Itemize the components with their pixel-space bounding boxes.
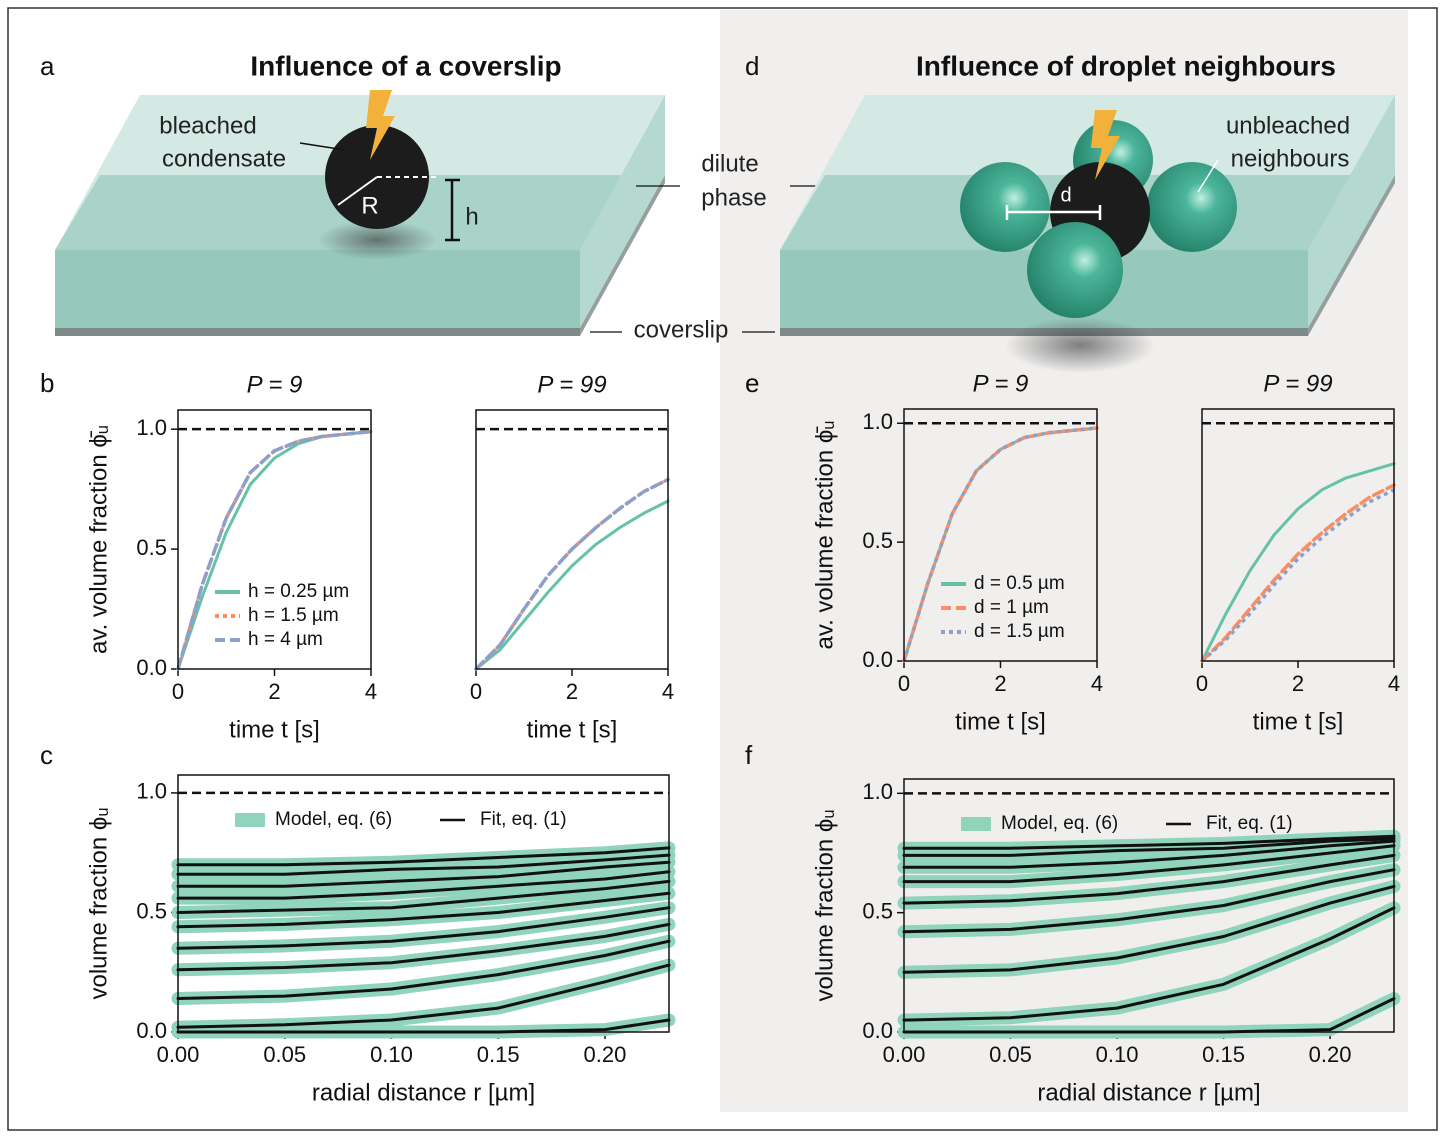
illustration-label: coverslip bbox=[634, 316, 729, 343]
x-axis-label: radial distance r [µm] bbox=[312, 1079, 535, 1106]
chart-title: P = 99 bbox=[1263, 370, 1332, 397]
legend-label: Fit, eq. (1) bbox=[480, 809, 567, 830]
illustration-label: dilute bbox=[701, 150, 758, 177]
illustration-label: phase bbox=[701, 184, 766, 211]
illustration-label: h bbox=[465, 203, 478, 230]
legend-label: Fit, eq. (1) bbox=[1206, 813, 1293, 834]
y-axis-label: volume fraction ϕᵤ bbox=[811, 809, 838, 1001]
y-tick-label: 0.5 bbox=[136, 535, 167, 560]
x-tick-label: 4 bbox=[1091, 671, 1103, 696]
x-tick-label: 0 bbox=[898, 671, 910, 696]
y-tick-label: 0.0 bbox=[136, 1018, 167, 1043]
y-tick-label: 0.5 bbox=[862, 898, 893, 923]
legend-label: Model, eq. (6) bbox=[275, 809, 392, 830]
chart-title: P = 9 bbox=[247, 371, 303, 398]
x-tick-label: 0 bbox=[1196, 671, 1208, 696]
x-tick-label: 2 bbox=[1292, 671, 1304, 696]
legend-swatch bbox=[235, 813, 265, 827]
panel-label: d bbox=[745, 51, 759, 81]
series-line bbox=[476, 480, 668, 670]
x-axis-label: time t [s] bbox=[229, 716, 320, 743]
legend-label: d = 1.5 µm bbox=[974, 621, 1065, 642]
illustration-label: condensate bbox=[162, 145, 286, 172]
y-tick-label: 0.5 bbox=[136, 898, 167, 923]
y-tick-label: 0.5 bbox=[862, 528, 893, 553]
panel-title: Influence of a coverslip bbox=[250, 50, 561, 81]
panel-label: f bbox=[745, 740, 753, 770]
y-tick-label: 0.0 bbox=[862, 647, 893, 672]
x-tick-label: 0.05 bbox=[263, 1042, 306, 1067]
figure: bleached condensate R h dilute phase cov… bbox=[0, 0, 1445, 1138]
panel-label: b bbox=[40, 368, 54, 398]
illustration-label: neighbours bbox=[1231, 145, 1350, 172]
y-tick-label: 1.0 bbox=[862, 409, 893, 434]
series-line bbox=[476, 501, 668, 669]
x-tick-label: 0.10 bbox=[370, 1042, 413, 1067]
plot-frame bbox=[476, 410, 668, 669]
x-axis-label: time t [s] bbox=[527, 716, 618, 743]
x-tick-label: 0.00 bbox=[157, 1042, 200, 1067]
panel-title: Influence of droplet neighbours bbox=[916, 50, 1336, 81]
x-axis-label: time t [s] bbox=[1253, 708, 1344, 735]
y-tick-label: 1.0 bbox=[862, 779, 893, 804]
y-tick-label: 0.0 bbox=[136, 655, 167, 680]
y-tick-label: 1.0 bbox=[136, 779, 167, 804]
legend-swatch bbox=[961, 817, 991, 831]
x-tick-label: 4 bbox=[365, 679, 377, 704]
legend-label: Model, eq. (6) bbox=[1001, 813, 1118, 834]
x-tick-label: 2 bbox=[268, 679, 280, 704]
x-axis-label: time t [s] bbox=[955, 708, 1046, 735]
x-tick-label: 0.05 bbox=[989, 1042, 1032, 1067]
legend-label: h = 0.25 µm bbox=[248, 581, 349, 602]
legend-label: h = 4 µm bbox=[248, 629, 323, 650]
y-tick-label: 0.0 bbox=[862, 1018, 893, 1043]
panel-label: a bbox=[40, 51, 55, 81]
illustration-label: unbleached bbox=[1226, 112, 1350, 139]
x-tick-label: 0.20 bbox=[584, 1042, 627, 1067]
x-tick-label: 0 bbox=[470, 679, 482, 704]
illustration-label: bleached bbox=[159, 112, 256, 139]
x-tick-label: 0.15 bbox=[1202, 1042, 1245, 1067]
x-tick-label: 4 bbox=[1388, 671, 1400, 696]
chart-title: P = 99 bbox=[537, 371, 606, 398]
illustration-d: unbleached neighbours d bbox=[780, 95, 1395, 373]
x-tick-label: 4 bbox=[662, 679, 674, 704]
x-tick-label: 0.20 bbox=[1309, 1042, 1352, 1067]
y-axis-label: volume fraction ϕᵤ bbox=[85, 807, 112, 999]
panel-label: c bbox=[40, 740, 53, 770]
illustration-a: bleached condensate R h bbox=[55, 90, 665, 336]
x-tick-label: 0.15 bbox=[477, 1042, 520, 1067]
x-axis-label: radial distance r [µm] bbox=[1037, 1079, 1260, 1106]
x-tick-label: 0.10 bbox=[1096, 1042, 1139, 1067]
y-axis-label: av. volume fraction ϕ̄ᵤ bbox=[811, 421, 838, 650]
x-tick-label: 2 bbox=[994, 671, 1006, 696]
x-tick-label: 2 bbox=[566, 679, 578, 704]
panel-label: e bbox=[745, 368, 759, 398]
x-tick-label: 0 bbox=[172, 679, 184, 704]
illustration-label: d bbox=[1060, 184, 1071, 206]
legend-label: d = 0.5 µm bbox=[974, 573, 1065, 594]
legend-label: d = 1 µm bbox=[974, 597, 1049, 618]
illustration-label: R bbox=[361, 192, 378, 219]
legend-label: h = 1.5 µm bbox=[248, 605, 339, 626]
y-axis-label: av. volume fraction ϕ̄ᵤ bbox=[85, 425, 112, 654]
chart-title: P = 9 bbox=[973, 370, 1029, 397]
y-tick-label: 1.0 bbox=[136, 415, 167, 440]
x-tick-label: 0.00 bbox=[883, 1042, 926, 1067]
